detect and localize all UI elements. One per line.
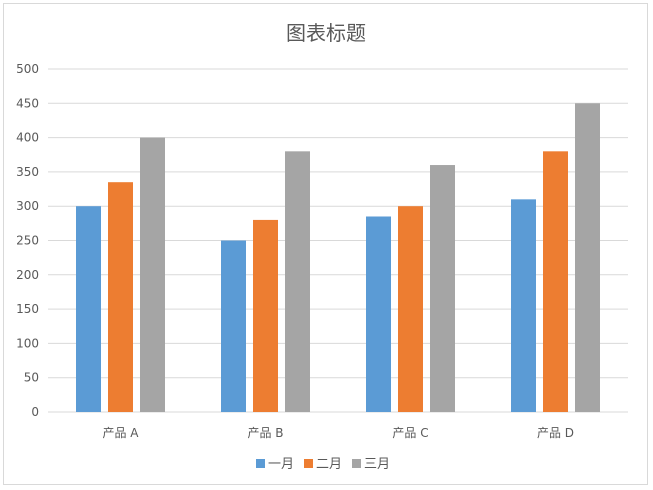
chart-frame — [3, 3, 648, 485]
y-tick-label: 450 — [16, 96, 39, 110]
bar-三月-产品 C — [430, 165, 455, 412]
bar-二月-产品 A — [108, 182, 133, 412]
legend-label: 一月 — [268, 457, 294, 472]
bar-一月-产品 B — [221, 240, 246, 412]
y-tick-label: 250 — [16, 234, 39, 248]
y-tick-label: 50 — [24, 371, 39, 385]
legend-label: 三月 — [364, 457, 390, 472]
x-tick-label: 产品 A — [102, 426, 139, 440]
bar-二月-产品 B — [253, 219, 278, 412]
x-tick-label: 产品 C — [392, 426, 428, 440]
y-tick-label: 400 — [16, 131, 39, 145]
legend-swatch — [256, 459, 265, 468]
bar-三月-产品 B — [285, 151, 310, 412]
bar-一月-产品 A — [76, 206, 101, 412]
bar-一月-产品 C — [366, 216, 391, 412]
legend-swatch — [304, 459, 313, 468]
bar-二月-产品 D — [543, 151, 568, 412]
y-tick-label: 300 — [16, 199, 39, 213]
bar-一月-产品 D — [511, 199, 536, 412]
y-tick-label: 200 — [16, 268, 39, 282]
y-tick-label: 500 — [16, 62, 39, 76]
y-tick-label: 150 — [16, 302, 39, 316]
x-tick-label: 产品 B — [247, 426, 283, 440]
legend-label: 二月 — [316, 457, 342, 472]
chart-title: 图表标题 — [286, 21, 366, 45]
bar-二月-产品 C — [398, 206, 423, 412]
y-tick-label: 100 — [16, 336, 39, 350]
y-tick-label: 350 — [16, 165, 39, 179]
y-tick-label: 0 — [31, 405, 39, 419]
x-tick-label: 产品 D — [537, 426, 574, 440]
legend-swatch — [352, 459, 361, 468]
bar-三月-产品 D — [575, 103, 600, 413]
bar-三月-产品 A — [140, 137, 165, 412]
